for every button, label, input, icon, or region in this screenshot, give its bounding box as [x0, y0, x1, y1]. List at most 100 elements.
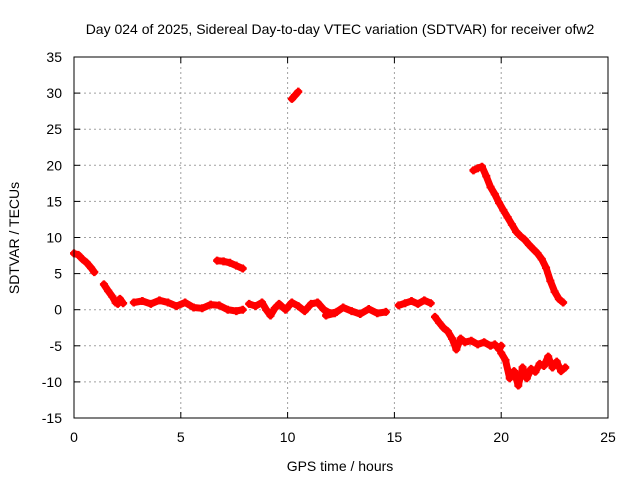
x-tick-label: 15	[387, 429, 403, 445]
data-point	[87, 263, 96, 272]
data-point	[281, 305, 290, 314]
y-tick-label: -5	[50, 338, 63, 354]
data-point	[452, 345, 461, 354]
data-point	[407, 297, 416, 306]
data-point	[527, 364, 536, 373]
data-point	[531, 367, 540, 376]
data-point	[225, 258, 234, 267]
data-point	[82, 258, 91, 267]
data-point	[499, 206, 508, 215]
data-point	[223, 305, 232, 314]
data-point	[435, 318, 444, 327]
data-point	[146, 299, 155, 308]
data-point	[394, 301, 403, 310]
data-point	[514, 381, 523, 390]
data-point	[448, 334, 457, 343]
data-point	[381, 307, 390, 316]
data-point	[490, 190, 499, 199]
data-point	[460, 338, 469, 347]
data-point	[181, 298, 190, 307]
data-point	[413, 299, 422, 308]
y-tick-label: -15	[42, 410, 62, 426]
data-point	[529, 245, 538, 254]
data-point	[473, 164, 482, 173]
data-point	[364, 304, 373, 313]
data-point	[467, 336, 476, 345]
data-point	[198, 304, 207, 313]
data-point	[322, 311, 331, 320]
data-point	[550, 287, 559, 296]
data-point	[554, 294, 563, 303]
data-point	[257, 298, 266, 307]
data-point	[232, 307, 241, 316]
data-point	[522, 374, 531, 383]
x-tick-label: 20	[493, 429, 509, 445]
data-point	[90, 268, 99, 277]
x-tick-label: 25	[600, 429, 616, 445]
data-point	[490, 340, 499, 349]
y-tick-label: 20	[46, 157, 62, 173]
data-point	[330, 309, 339, 318]
y-tick-label: 5	[54, 266, 62, 282]
data-point	[307, 299, 316, 308]
data-point	[510, 367, 519, 376]
data-point	[495, 198, 504, 207]
data-point	[501, 356, 510, 365]
data-point	[74, 250, 83, 259]
data-point	[507, 220, 516, 229]
data-point	[294, 87, 303, 96]
data-point	[430, 312, 439, 321]
series-pass-5	[245, 299, 341, 319]
y-tick-label: -10	[42, 374, 62, 390]
data-point	[443, 327, 452, 336]
data-point	[270, 304, 279, 313]
data-point	[347, 307, 356, 316]
data-point	[518, 363, 527, 372]
data-point	[544, 352, 553, 361]
data-point	[469, 166, 478, 175]
data-point	[539, 362, 548, 371]
data-point	[546, 276, 555, 285]
data-point	[108, 292, 117, 301]
data-point	[119, 299, 128, 308]
data-point	[548, 363, 557, 372]
data-point	[215, 301, 224, 310]
data-point	[401, 299, 410, 308]
data-point	[287, 298, 296, 307]
data-point	[78, 255, 87, 264]
data-point	[238, 305, 247, 314]
data-point	[535, 359, 544, 368]
data-point	[559, 298, 568, 307]
data-point	[497, 349, 506, 358]
data-point	[189, 303, 198, 312]
data-point	[313, 298, 322, 307]
y-tick-label: 35	[46, 49, 62, 65]
data-point	[172, 302, 181, 311]
y-tick-label: 15	[46, 193, 62, 209]
data-point	[524, 240, 533, 249]
series-layer	[70, 87, 570, 390]
data-point	[339, 303, 348, 312]
data-point	[262, 305, 271, 314]
data-point	[129, 298, 138, 307]
tick-layer	[73, 56, 609, 419]
data-point	[456, 334, 465, 343]
y-tick-label: 25	[46, 121, 62, 137]
data-point	[238, 264, 247, 273]
data-point	[319, 305, 328, 314]
data-point	[486, 341, 495, 350]
tick-label-layer: 0 5 10 15 20 25 -15 -10 -5 0 5 10 15 20 25 30 35	[42, 49, 616, 445]
data-point	[266, 311, 275, 320]
data-point	[516, 232, 525, 241]
data-point	[503, 213, 512, 222]
data-point	[473, 340, 482, 349]
data-point	[561, 363, 570, 372]
data-point	[251, 302, 260, 311]
data-point	[163, 298, 172, 307]
data-point	[486, 182, 495, 191]
data-point	[426, 299, 435, 308]
x-axis-label: GPS time / hours	[287, 458, 394, 474]
y-tick-label: 0	[54, 302, 62, 318]
data-point	[294, 302, 303, 311]
